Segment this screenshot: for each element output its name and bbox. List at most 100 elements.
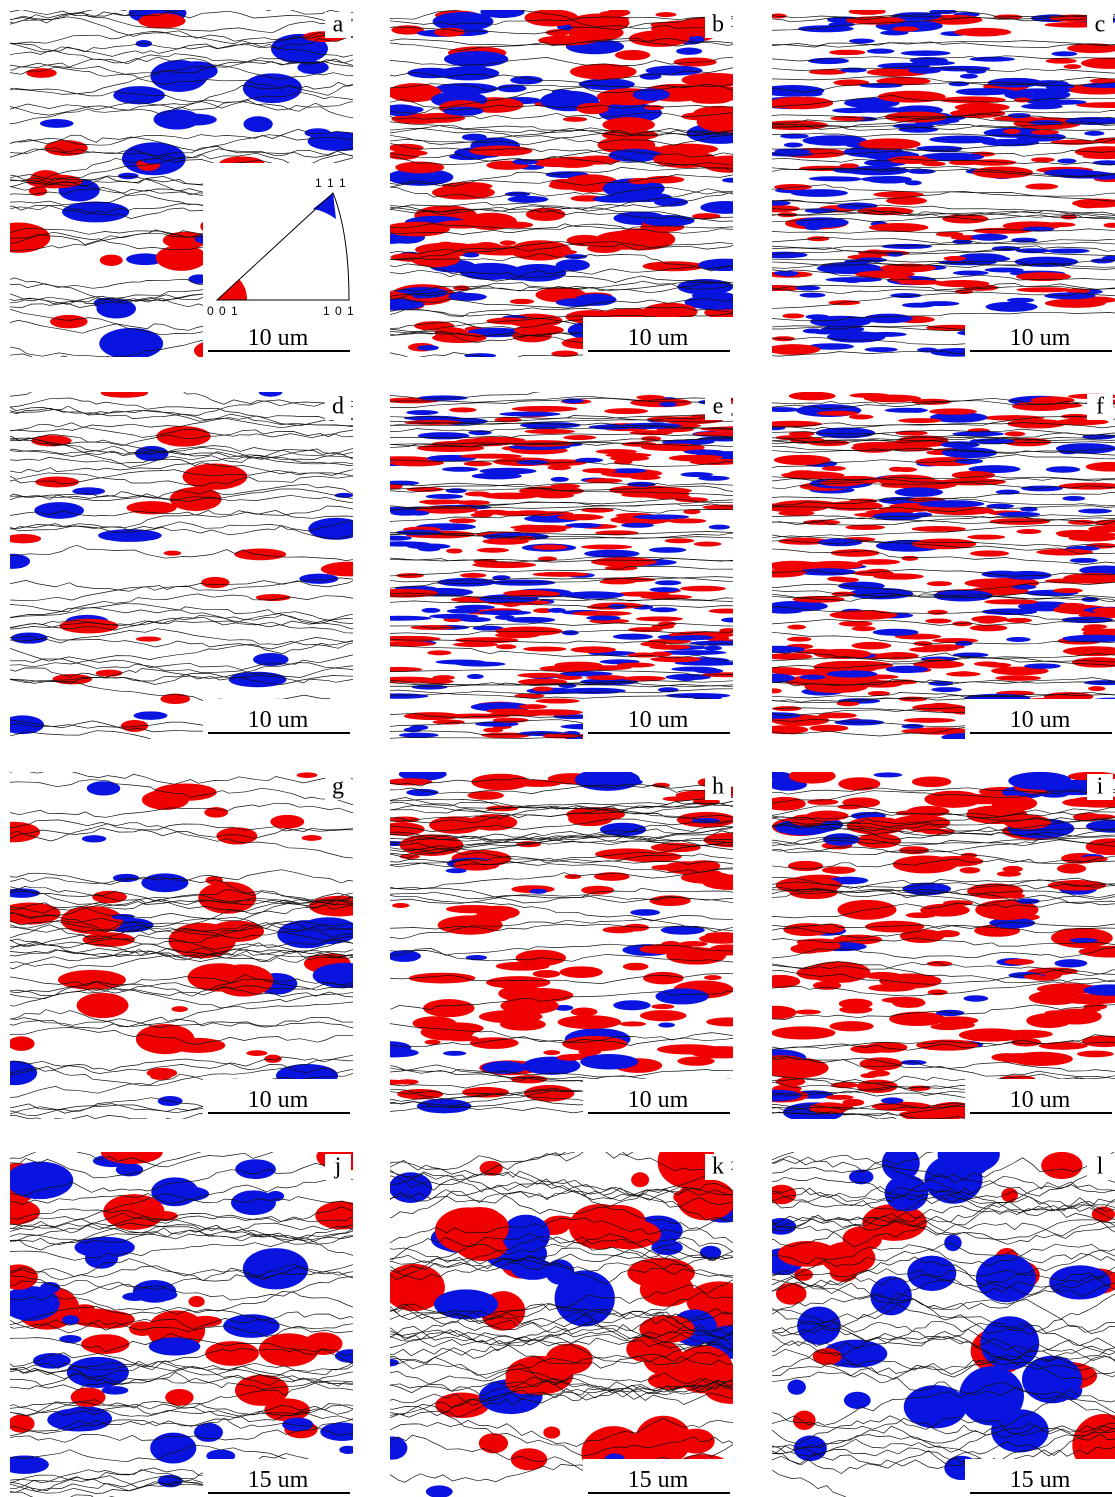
scale-bar-box bbox=[965, 1459, 1115, 1497]
grain bbox=[885, 665, 929, 674]
grain bbox=[390, 484, 403, 490]
label-box bbox=[1087, 774, 1113, 800]
grain-boundary bbox=[772, 1344, 1115, 1382]
grain bbox=[503, 589, 556, 597]
grain bbox=[564, 874, 582, 880]
grain bbox=[772, 608, 803, 614]
grain-boundary bbox=[772, 618, 1115, 626]
grain-boundary bbox=[772, 1107, 897, 1119]
grain-boundary bbox=[390, 783, 733, 794]
scale-bar-box bbox=[203, 1459, 353, 1497]
grain bbox=[943, 256, 967, 262]
grain bbox=[506, 616, 556, 623]
grain bbox=[1025, 183, 1059, 190]
grain bbox=[677, 1056, 715, 1066]
grain bbox=[1052, 588, 1083, 594]
grain bbox=[1045, 58, 1077, 64]
grain bbox=[602, 926, 637, 934]
grain bbox=[816, 262, 883, 275]
grain bbox=[315, 1201, 353, 1230]
grain bbox=[809, 1102, 849, 1115]
grain bbox=[866, 48, 895, 54]
grain-boundary bbox=[390, 600, 733, 609]
grain-boundary bbox=[390, 857, 733, 868]
grain bbox=[599, 822, 647, 837]
grain bbox=[559, 966, 603, 978]
grain bbox=[564, 254, 588, 260]
grain bbox=[873, 772, 903, 778]
grain bbox=[334, 1349, 353, 1363]
grain bbox=[1003, 570, 1052, 580]
grain-boundary bbox=[772, 548, 1115, 566]
grain bbox=[858, 138, 921, 150]
grain bbox=[312, 962, 353, 989]
grain-boundary bbox=[390, 1171, 733, 1208]
panel-label: h bbox=[712, 774, 724, 800]
grain-boundary bbox=[390, 689, 733, 703]
inset-label: 1 1 1 bbox=[315, 176, 347, 190]
grain-boundary bbox=[390, 629, 733, 635]
grain-boundary bbox=[10, 88, 353, 103]
grain bbox=[775, 1282, 807, 1305]
grain bbox=[822, 833, 860, 846]
grain-boundary bbox=[772, 1441, 1115, 1460]
grain bbox=[804, 680, 868, 693]
inset-label: 0 0 1 bbox=[207, 304, 239, 318]
grain-boundary bbox=[29, 772, 353, 785]
grain-boundary bbox=[390, 1284, 733, 1325]
grain bbox=[163, 550, 182, 556]
grain-boundary bbox=[390, 867, 733, 890]
grain bbox=[600, 424, 623, 430]
grain bbox=[445, 904, 501, 914]
grain bbox=[334, 492, 353, 498]
grain-boundary bbox=[772, 1215, 1115, 1237]
grain-boundary bbox=[390, 459, 733, 467]
grain-boundary bbox=[772, 677, 1115, 687]
grain bbox=[1006, 636, 1031, 642]
grain bbox=[170, 1037, 226, 1053]
grain bbox=[863, 313, 913, 324]
grain bbox=[926, 960, 953, 967]
grain-boundary bbox=[10, 544, 353, 561]
grain-boundary bbox=[772, 569, 1115, 577]
grain-boundary bbox=[390, 777, 733, 789]
grain bbox=[82, 1310, 135, 1329]
ebsd-map: c 10 um bbox=[772, 10, 1115, 357]
grain-boundary bbox=[390, 1370, 733, 1393]
grain bbox=[772, 1005, 797, 1020]
grain bbox=[1058, 602, 1086, 608]
grain bbox=[510, 263, 567, 282]
grain bbox=[772, 673, 795, 683]
grain bbox=[469, 1037, 519, 1049]
grain bbox=[304, 128, 331, 138]
grain bbox=[1088, 525, 1115, 533]
grain bbox=[437, 66, 500, 81]
grain-boundary bbox=[390, 923, 733, 933]
grain bbox=[986, 503, 1015, 509]
grain-boundary bbox=[10, 31, 353, 58]
grain bbox=[892, 26, 919, 32]
grain bbox=[555, 259, 590, 272]
grain bbox=[675, 635, 714, 641]
grain-boundary bbox=[10, 1058, 353, 1087]
grain-boundary bbox=[390, 576, 733, 583]
panel-label: b bbox=[712, 12, 724, 38]
grain bbox=[772, 344, 821, 355]
grain bbox=[1038, 1041, 1088, 1050]
grain-boundary bbox=[10, 1360, 353, 1377]
grain bbox=[651, 864, 683, 871]
grain-boundary bbox=[390, 679, 733, 688]
grain-boundary bbox=[390, 1169, 733, 1243]
grain-boundary bbox=[772, 694, 1115, 704]
grain-boundary bbox=[390, 1377, 733, 1406]
grain bbox=[929, 408, 978, 415]
grain-boundary bbox=[772, 214, 1115, 223]
grain bbox=[570, 646, 617, 654]
grain-boundary bbox=[772, 165, 1115, 177]
grain-boundary bbox=[390, 566, 733, 577]
grain bbox=[952, 239, 973, 245]
grain-boundary bbox=[390, 818, 733, 832]
grain-boundary bbox=[390, 297, 733, 309]
grain-boundary bbox=[10, 620, 353, 631]
grain bbox=[1007, 419, 1066, 429]
